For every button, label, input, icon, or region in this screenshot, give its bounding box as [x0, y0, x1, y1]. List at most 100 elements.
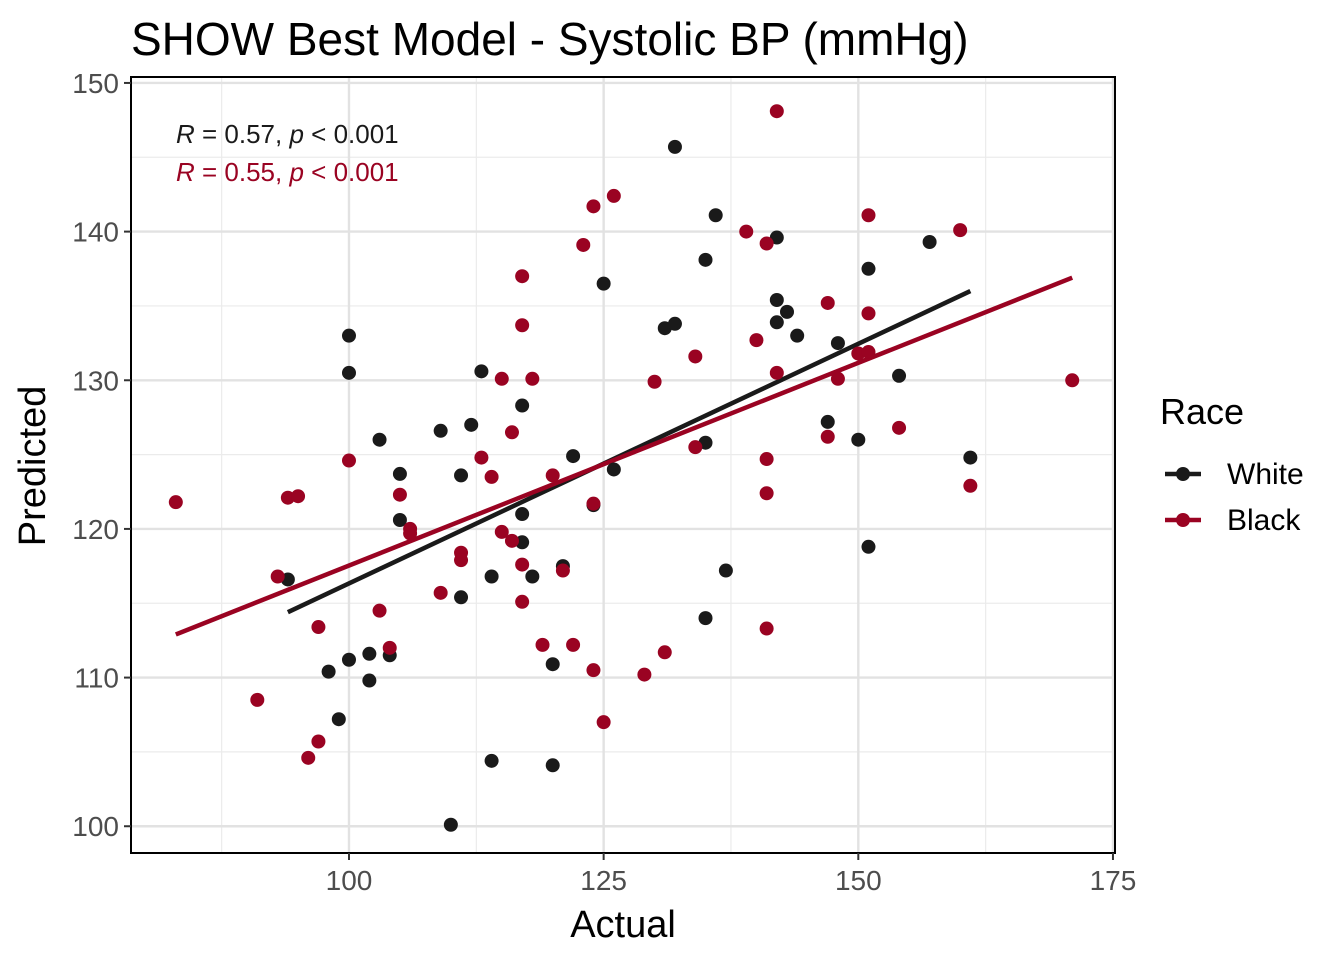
- data-point-black: [535, 637, 550, 652]
- legend-key-point: [1176, 513, 1190, 527]
- data-point-black: [1065, 373, 1080, 388]
- data-point-white: [474, 364, 489, 379]
- data-point-white: [718, 563, 733, 578]
- data-point-black: [270, 569, 285, 584]
- data-points: [168, 104, 1080, 832]
- x-tick-label: 150: [835, 865, 882, 896]
- y-axis-label: Predicted: [12, 386, 54, 547]
- correlation-annotation: R = 0.55, p < 0.001: [176, 157, 399, 187]
- grid-layer: [131, 77, 1115, 853]
- fit-line-black: [174, 275, 1074, 637]
- data-point-black: [769, 104, 784, 119]
- data-point-black: [403, 526, 418, 541]
- data-point-black: [504, 533, 519, 548]
- data-point-black: [688, 349, 703, 364]
- data-point-black: [168, 495, 183, 510]
- data-point-white: [515, 398, 530, 413]
- data-point-white: [963, 450, 978, 465]
- y-tick-label: 150: [72, 68, 119, 99]
- data-point-black: [474, 450, 489, 465]
- data-point-white: [780, 304, 794, 319]
- data-point-white: [464, 417, 479, 432]
- data-point-black: [494, 524, 509, 539]
- data-point-black: [515, 557, 530, 572]
- data-point-white: [372, 432, 387, 447]
- data-point-black: [820, 295, 835, 310]
- data-point-white: [341, 328, 356, 343]
- data-point-white: [392, 513, 407, 528]
- data-point-white: [484, 753, 499, 768]
- legend-items: White Black: [1165, 458, 1304, 537]
- plot-border: [130, 76, 1116, 854]
- data-point-black: [311, 620, 326, 635]
- data-point-white: [667, 139, 682, 154]
- y-tick-label: 120: [72, 514, 119, 545]
- legend-item-white: White: [1165, 458, 1304, 491]
- data-point-black: [382, 640, 397, 655]
- data-point-white: [769, 315, 784, 330]
- data-point-black: [861, 208, 876, 223]
- data-point-black: [311, 734, 326, 749]
- x-tick-label: 125: [580, 865, 627, 896]
- data-point-black: [759, 486, 774, 501]
- data-point-white: [566, 449, 581, 464]
- data-point-black: [291, 489, 306, 504]
- data-point-white: [922, 235, 937, 250]
- data-point-black: [545, 468, 560, 483]
- data-point-black: [769, 365, 784, 380]
- data-point-black: [953, 223, 968, 238]
- legend-title: Race: [1160, 391, 1244, 432]
- legend: Race White Black: [1160, 391, 1304, 537]
- data-point-black: [433, 585, 448, 600]
- data-point-white: [708, 208, 723, 223]
- data-point-black: [892, 420, 907, 435]
- y-tick-label: 130: [72, 365, 119, 396]
- data-point-white: [443, 817, 458, 832]
- data-point-white: [769, 292, 784, 307]
- legend-key-point: [1176, 467, 1190, 481]
- data-point-black: [759, 236, 774, 251]
- data-point-white: [362, 646, 377, 661]
- data-point-black: [688, 440, 703, 455]
- data-point-white: [851, 432, 866, 447]
- data-point-black: [494, 371, 509, 386]
- data-point-black: [963, 478, 978, 493]
- data-point-white: [769, 230, 784, 245]
- x-tick-label: 100: [326, 865, 373, 896]
- data-point-white: [698, 252, 713, 267]
- data-point-black: [454, 553, 469, 568]
- data-point-black: [861, 345, 876, 360]
- data-point-black: [637, 667, 652, 682]
- data-point-white: [698, 611, 713, 626]
- data-point-black: [647, 374, 662, 389]
- data-point-white: [545, 657, 560, 672]
- data-point-white: [454, 590, 469, 605]
- data-point-black: [749, 333, 764, 348]
- data-point-black: [586, 496, 601, 511]
- correlation-annotation: R = 0.57, p < 0.001: [176, 119, 399, 149]
- data-point-white: [606, 462, 621, 477]
- data-point-black: [586, 199, 601, 214]
- data-point-white: [515, 507, 530, 522]
- data-point-white: [362, 673, 377, 688]
- data-point-white: [433, 423, 448, 438]
- data-point-black: [555, 563, 570, 578]
- data-point-black: [596, 715, 611, 730]
- data-point-white: [484, 569, 499, 584]
- data-point-black: [657, 645, 672, 660]
- fit-lines: [174, 275, 1074, 637]
- data-point-black: [759, 452, 774, 467]
- fit-line-white: [286, 289, 972, 615]
- data-point-black: [515, 269, 530, 284]
- data-point-white: [341, 652, 356, 667]
- data-point-black: [739, 224, 754, 239]
- y-tick-label: 100: [72, 811, 119, 842]
- chart-title: SHOW Best Model - Systolic BP (mmHg): [131, 13, 969, 65]
- data-point-black: [392, 487, 407, 502]
- data-point-white: [454, 468, 469, 483]
- data-point-white: [667, 316, 682, 331]
- y-tick-label: 140: [72, 217, 119, 248]
- correlation-annotations: R = 0.57, p < 0.001 R = 0.55, p < 0.001: [176, 119, 399, 187]
